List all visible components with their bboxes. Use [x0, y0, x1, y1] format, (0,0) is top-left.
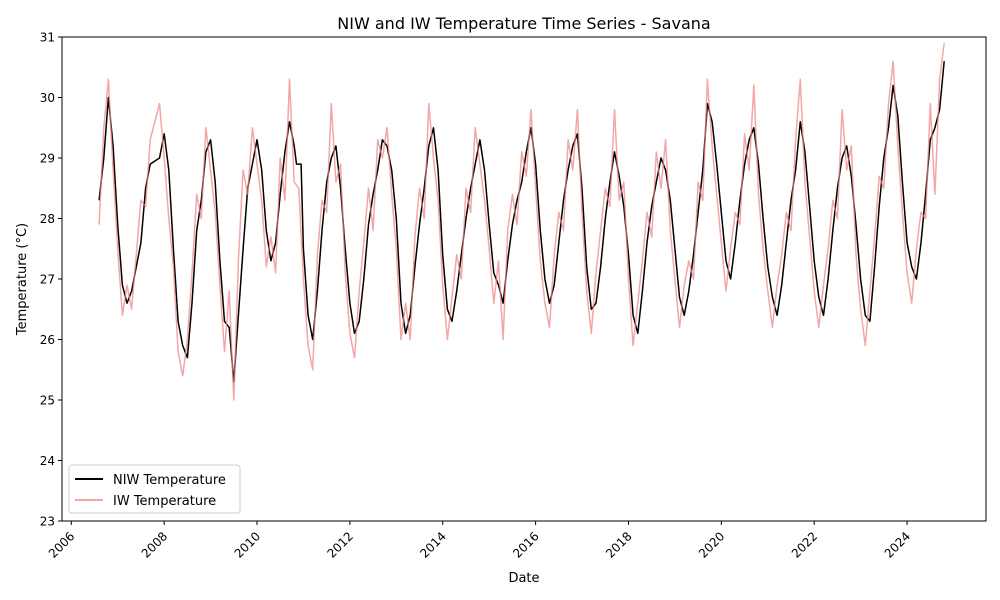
y-tick-label: 28: [40, 212, 55, 226]
y-tick-label: 23: [40, 515, 55, 529]
legend: NIW Temperature IW Temperature: [68, 464, 241, 514]
legend-label-niw: NIW Temperature: [113, 473, 226, 488]
series-line-iw: [98, 43, 945, 401]
chart-title: NIW and IW Temperature Time Series - Sav…: [337, 14, 710, 33]
legend-frame: [68, 464, 241, 514]
series-layer: [98, 43, 945, 401]
y-tick-label: 30: [40, 91, 55, 105]
y-tick-label: 29: [40, 152, 55, 166]
y-axis: 23 24 25 26 27 28 29 30 31: [40, 31, 62, 529]
y-axis-label: Temperature (°C): [15, 223, 30, 336]
y-tick-label: 24: [40, 454, 55, 468]
y-tick-label: 31: [40, 31, 55, 45]
y-tick-label: 25: [40, 394, 55, 408]
y-tick-label: 27: [40, 273, 55, 287]
y-tick-label: 26: [40, 333, 55, 347]
x-axis-label: Date: [508, 571, 539, 586]
legend-label-iw: IW Temperature: [113, 494, 216, 509]
